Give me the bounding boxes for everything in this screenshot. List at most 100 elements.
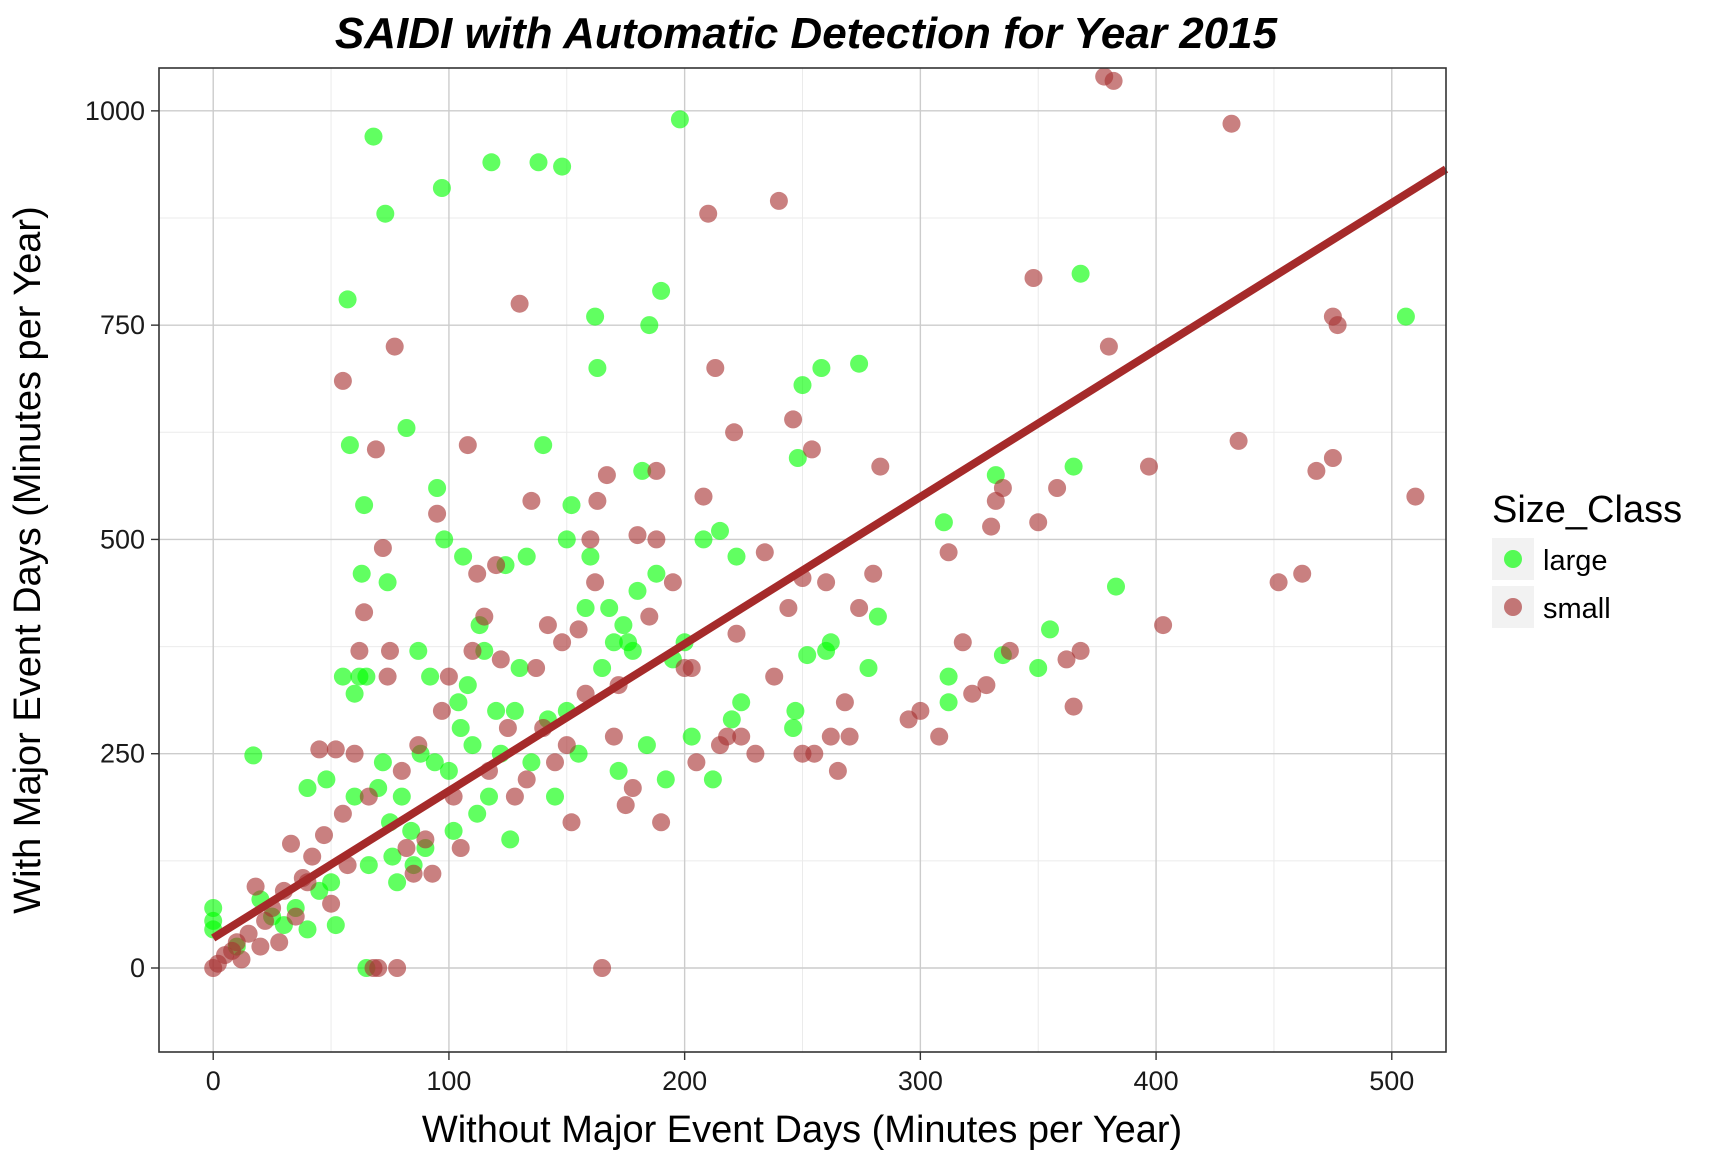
data-point-large <box>1107 577 1125 596</box>
data-point-large <box>517 547 536 566</box>
legend-key-small <box>1504 598 1522 616</box>
data-point-large <box>463 736 482 755</box>
data-point-small <box>1406 487 1425 506</box>
data-point-large <box>868 607 887 626</box>
data-point-small <box>628 526 647 545</box>
data-point-small <box>522 491 541 510</box>
data-point-large <box>633 461 652 480</box>
data-point-large <box>359 856 378 875</box>
data-point-large <box>333 667 352 686</box>
data-point-large <box>793 376 812 395</box>
data-point-large <box>340 436 359 455</box>
data-point-small <box>593 959 612 977</box>
data-point-small <box>993 479 1012 497</box>
data-point-small <box>746 744 765 763</box>
data-point-small <box>381 641 399 660</box>
data-point-small <box>538 616 557 635</box>
data-point-large <box>859 659 878 677</box>
data-point-small <box>428 504 447 523</box>
data-point-large <box>1071 264 1090 283</box>
data-point-small <box>581 530 600 549</box>
data-point-small <box>505 787 524 806</box>
data-point-small <box>647 461 666 480</box>
data-point-large <box>1064 457 1083 476</box>
data-point-small <box>652 813 671 832</box>
data-point-small <box>765 667 784 686</box>
y-tick-label: 1000 <box>85 96 145 126</box>
data-point-small <box>699 204 718 223</box>
data-point-small <box>1307 461 1326 480</box>
data-point-large <box>468 804 487 823</box>
data-point-large <box>345 684 364 703</box>
data-point-small <box>270 933 289 952</box>
data-point-small <box>576 684 595 703</box>
data-point-small <box>423 864 442 883</box>
data-point-small <box>1000 641 1019 660</box>
data-point-large <box>614 616 633 635</box>
data-point-small <box>687 753 706 772</box>
data-point-large <box>588 359 607 377</box>
chart-title: SAIDI with Automatic Detection for Year … <box>335 9 1278 58</box>
data-point-large <box>1041 620 1059 639</box>
data-point-large <box>557 530 576 549</box>
data-point-small <box>303 847 322 866</box>
data-point-large <box>317 770 336 789</box>
data-point-small <box>546 753 564 772</box>
data-point-small <box>1293 564 1312 583</box>
data-point-small <box>388 959 407 977</box>
data-point-small <box>817 573 836 592</box>
data-point-small <box>588 491 607 510</box>
data-point-small <box>373 539 392 557</box>
data-point-small <box>623 779 642 797</box>
data-point-large <box>553 157 572 176</box>
y-tick-label: 500 <box>100 524 145 554</box>
data-point-small <box>286 907 305 926</box>
data-point-small <box>463 641 482 660</box>
data-point-large <box>482 153 501 172</box>
data-point-large <box>444 821 463 840</box>
x-tick-label: 400 <box>1134 1066 1179 1096</box>
data-point-large <box>600 599 619 617</box>
data-point-large <box>821 633 840 652</box>
data-point-small <box>805 744 824 763</box>
data-point-small <box>1154 616 1173 635</box>
y-tick-label: 0 <box>130 953 145 983</box>
data-point-small <box>1057 650 1076 669</box>
data-point-large <box>392 787 411 806</box>
data-point-small <box>239 924 258 943</box>
x-tick-label: 100 <box>426 1066 471 1096</box>
data-point-small <box>930 727 949 746</box>
data-point-large <box>609 761 628 780</box>
data-point-large <box>435 530 454 549</box>
data-point-large <box>812 359 831 377</box>
plot-panel-border <box>158 67 1447 1053</box>
data-point-large <box>682 727 701 746</box>
data-point-small <box>1222 114 1241 133</box>
data-point-large <box>604 633 623 652</box>
data-point-small <box>359 787 378 806</box>
data-point-small <box>963 684 982 703</box>
data-point-large <box>727 547 746 566</box>
data-point-small <box>451 839 470 857</box>
data-point-large <box>703 770 722 789</box>
data-point-large <box>421 667 440 686</box>
data-point-small <box>232 950 251 969</box>
data-point-small <box>718 727 737 746</box>
data-point-small <box>850 599 869 617</box>
data-point-small <box>694 487 713 506</box>
data-point-small <box>392 761 411 780</box>
data-point-small <box>616 796 635 815</box>
x-tick-label: 300 <box>898 1066 943 1096</box>
y-tick-label: 250 <box>100 739 145 769</box>
data-point-small <box>282 834 300 853</box>
data-point-large <box>510 659 529 677</box>
data-point-small <box>409 736 428 755</box>
data-point-large <box>522 753 541 772</box>
data-point-large <box>934 513 953 532</box>
data-point-small <box>333 804 352 823</box>
data-point-small <box>553 633 572 652</box>
data-point-small <box>487 556 506 575</box>
data-point-large <box>352 564 371 583</box>
data-point-small <box>586 573 605 592</box>
data-point-large <box>409 641 428 660</box>
